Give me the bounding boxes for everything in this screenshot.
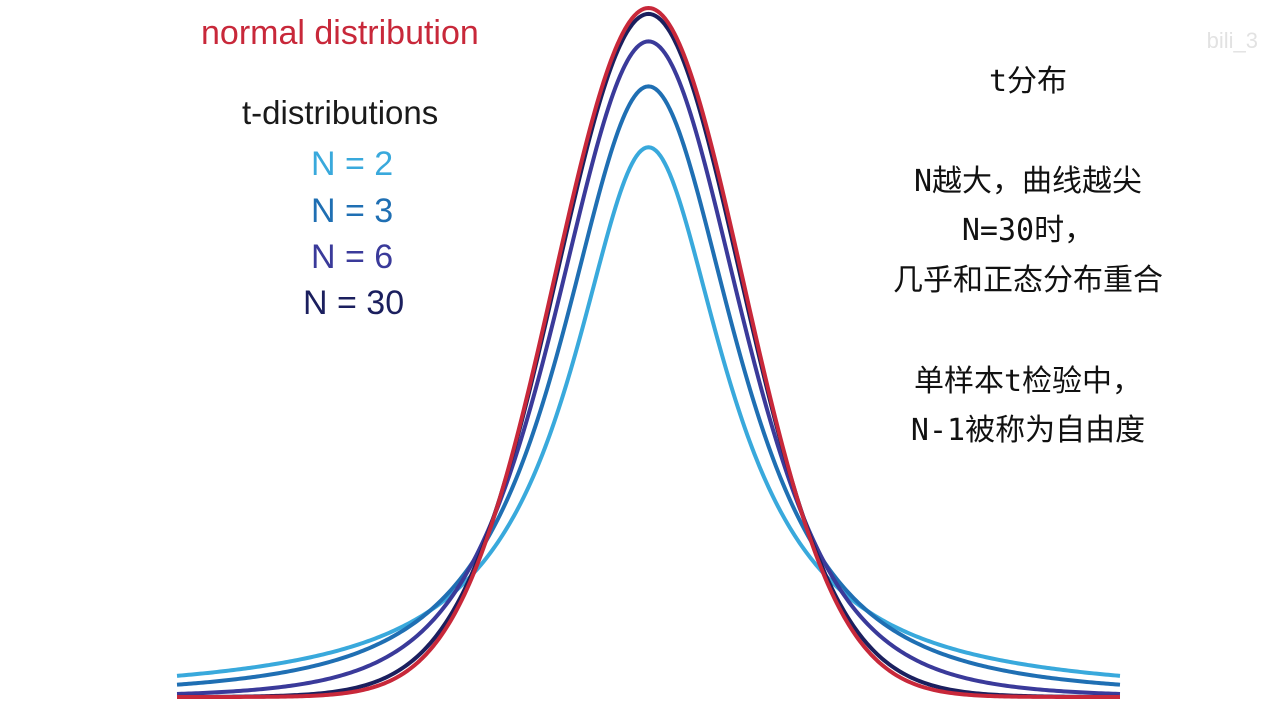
note-title: t分布 [988, 64, 1068, 99]
watermark: bili_3 [1206, 28, 1258, 53]
series-line-n30 [176, 11, 1121, 699]
series-line-normal [177, 6, 1120, 699]
series-line-n6 [176, 39, 1121, 696]
legend-t-title: t-distributions [242, 94, 439, 131]
series-line-n3 [176, 84, 1121, 687]
note-line: N-1被称为自由度 [910, 413, 1146, 448]
legend-item-n2: N = 2 [311, 145, 394, 183]
legend-normal-label: normal distribution [201, 14, 479, 52]
legend-item-n3: N = 3 [311, 192, 394, 230]
note-line: N越大，曲线越尖 [913, 164, 1143, 199]
legend-item-n30: N = 30 [303, 284, 405, 322]
note-line: N=30时， [961, 213, 1095, 248]
legend-item-n6: N = 6 [311, 238, 394, 276]
note-line: 单样本t检验中， [913, 364, 1143, 399]
note-line: 几乎和正态分布重合 [893, 263, 1163, 298]
series-line-n2 [176, 145, 1121, 678]
